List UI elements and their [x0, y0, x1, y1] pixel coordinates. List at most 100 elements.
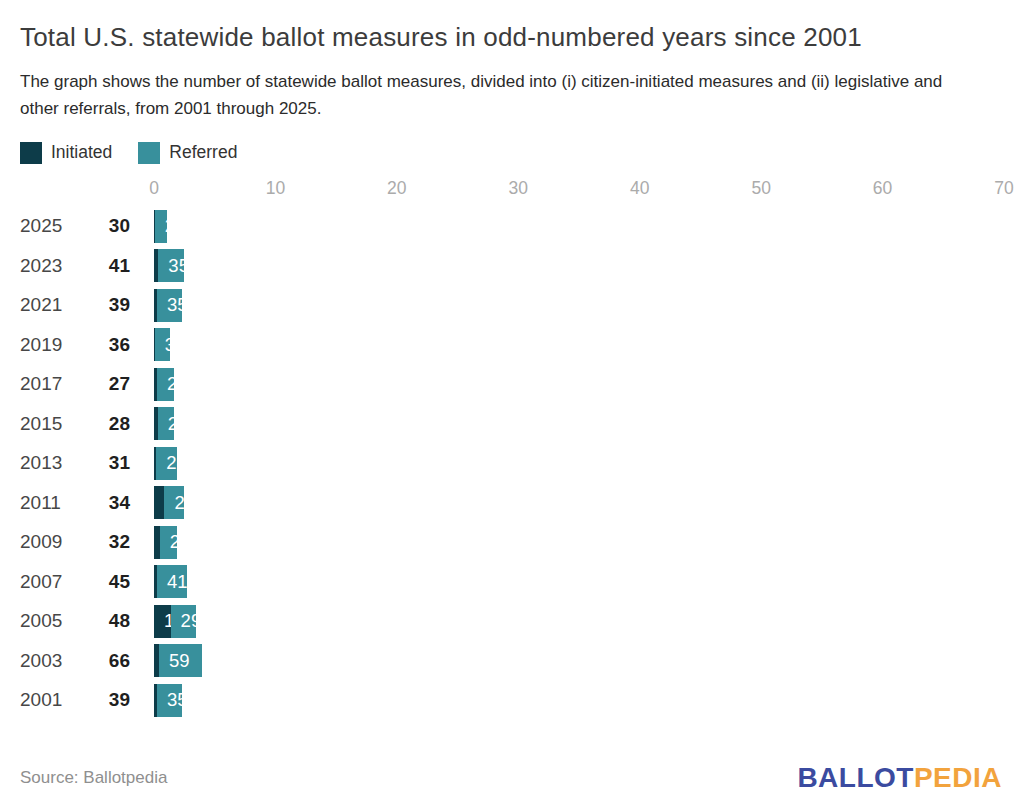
gridline-50 [760, 249, 762, 282]
gridline-50 [760, 447, 762, 480]
gridline-30 [517, 368, 519, 401]
year-label: 2001 [20, 689, 84, 711]
chart-subtitle: The graph shows the number of statewide … [20, 69, 965, 123]
gridline-70 [1003, 447, 1005, 480]
legend-item-initiated: Initiated [20, 142, 112, 164]
gridline-60 [882, 210, 884, 243]
bar-row-2007: 200745441 [20, 565, 1004, 598]
segment-value-label: 12 [154, 492, 164, 514]
chart-page: Total U.S. statewide ballot measures in … [0, 0, 1024, 808]
logo-pedia-text: PEDIA [914, 762, 1002, 793]
segment-value-label: 35 [157, 689, 182, 711]
gridline-70 [1003, 368, 1005, 401]
stacked-bar: 435 [154, 289, 205, 322]
segment-value-label: 23 [158, 413, 175, 435]
total-label: 36 [84, 334, 130, 356]
stacked-bar: 635 [154, 249, 205, 282]
gridline-30 [517, 447, 519, 480]
gridlines-overlay [154, 684, 1004, 717]
year-label: 2007 [20, 571, 84, 593]
gridline-30 [517, 565, 519, 598]
gridline-60 [882, 644, 884, 677]
gridline-20 [396, 210, 398, 243]
gridline-10 [274, 407, 276, 440]
gridline-10 [274, 486, 276, 519]
gridline-40 [639, 605, 641, 638]
stacked-bar: 34 [154, 328, 185, 361]
gridline-10 [274, 249, 276, 282]
gridline-20 [396, 644, 398, 677]
bar-row-2009: 200932824 [20, 526, 1004, 559]
gridline-10 [274, 289, 276, 322]
bar-plot: 759 [154, 644, 1004, 677]
bar-plot: 328 [154, 447, 1004, 480]
gridline-50 [760, 526, 762, 559]
gridlines-overlay [154, 289, 1004, 322]
source-credit: Source: Ballotpedia [20, 768, 167, 788]
total-label: 66 [84, 650, 130, 672]
x-tick-60: 60 [873, 178, 892, 199]
bar-row-2021: 202139435 [20, 289, 1004, 322]
segment-value-label: 35 [157, 294, 182, 316]
bar-segment-referred: 24 [160, 526, 177, 559]
gridline-10 [274, 526, 276, 559]
x-tick-30: 30 [509, 178, 528, 199]
bar-plot: 1222 [154, 486, 1004, 519]
total-label: 39 [84, 689, 130, 711]
logo-ballot-text: BALLOT [797, 762, 914, 793]
bar-segment-initiated: 19 [154, 605, 171, 638]
x-tick-40: 40 [630, 178, 649, 199]
gridline-30 [517, 684, 519, 717]
chart-footer: Source: Ballotpedia BALLOTPEDIA [20, 762, 1004, 794]
gridline-70 [1003, 210, 1005, 243]
segment-value-label: 22 [164, 492, 183, 514]
gridline-10 [274, 210, 276, 243]
total-label: 32 [84, 531, 130, 553]
gridline-40 [639, 249, 641, 282]
gridline-20 [396, 565, 398, 598]
gridline-60 [882, 368, 884, 401]
total-label: 30 [84, 215, 130, 237]
total-label: 28 [84, 413, 130, 435]
legend-label: Referred [169, 142, 237, 163]
x-tick-0: 0 [149, 178, 159, 199]
gridlines-overlay [154, 249, 1004, 282]
gridline-40 [639, 644, 641, 677]
segment-value-label: 19 [154, 610, 171, 632]
gridline-60 [882, 526, 884, 559]
gridline-30 [517, 605, 519, 638]
gridline-30 [517, 249, 519, 282]
segment-value-label: 28 [155, 215, 167, 237]
segment-value-label: 28 [156, 452, 176, 474]
legend-label: Initiated [51, 142, 112, 163]
gridline-70 [1003, 486, 1005, 519]
gridline-70 [1003, 289, 1005, 322]
x-tick-20: 20 [387, 178, 406, 199]
bar-segment-referred: 35 [157, 684, 182, 717]
gridline-10 [274, 328, 276, 361]
stacked-bar: 1222 [154, 486, 215, 519]
bar-row-2005: 2005481929 [20, 605, 1004, 638]
bar-row-2015: 201528523 [20, 407, 1004, 440]
gridline-50 [760, 486, 762, 519]
gridlines-overlay [154, 368, 1004, 401]
segment-value-label: 29 [171, 610, 196, 632]
gridline-40 [639, 565, 641, 598]
year-label: 2023 [20, 255, 84, 277]
bar-plot: 435 [154, 684, 1004, 717]
gridline-40 [639, 289, 641, 322]
stacked-bar: 328 [154, 447, 205, 480]
page-title: Total U.S. statewide ballot measures in … [20, 22, 1004, 53]
bar-segment-referred: 28 [155, 210, 167, 243]
total-label: 48 [84, 610, 130, 632]
gridline-30 [517, 328, 519, 361]
bar-plot: 28 [154, 210, 1004, 243]
bar-plot: 423 [154, 368, 1004, 401]
gridline-60 [882, 486, 884, 519]
ballotpedia-logo: BALLOTPEDIA [797, 762, 1002, 794]
legend-swatch-initiated [20, 142, 42, 164]
legend-swatch-referred [138, 142, 160, 164]
gridline-20 [396, 486, 398, 519]
gridline-40 [639, 684, 641, 717]
bar-rows: 2025302820234163520213943520193634201727… [20, 210, 1004, 717]
